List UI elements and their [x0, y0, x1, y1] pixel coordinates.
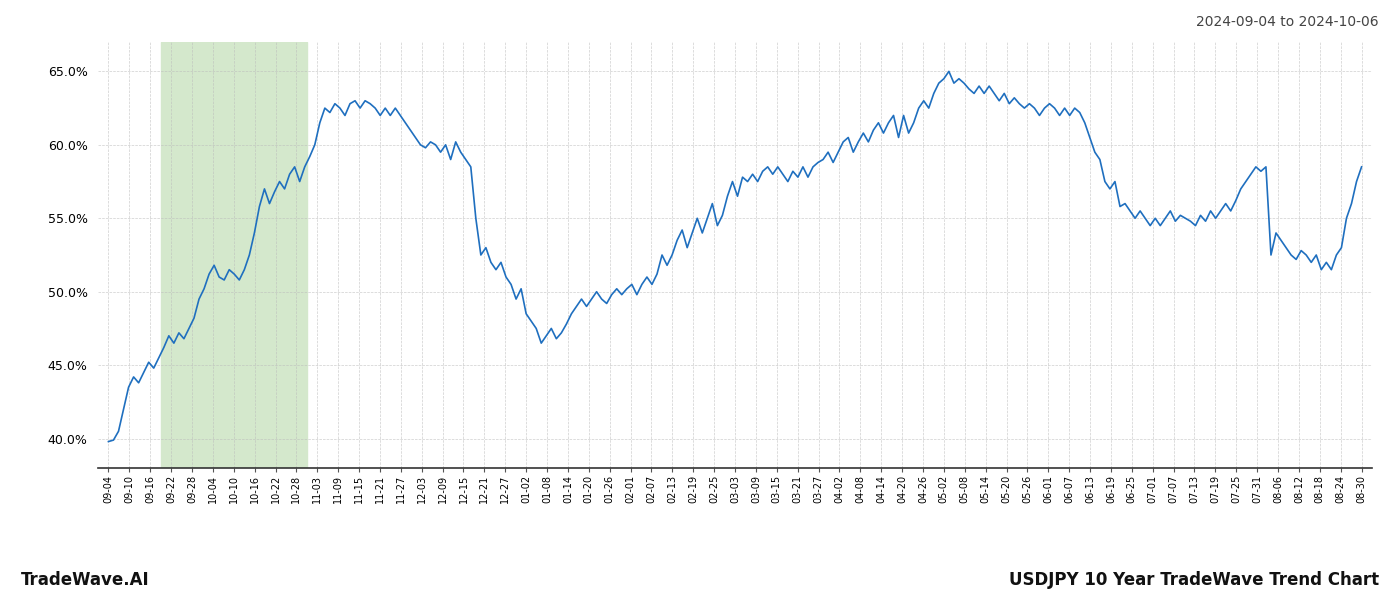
Text: USDJPY 10 Year TradeWave Trend Chart: USDJPY 10 Year TradeWave Trend Chart — [1009, 571, 1379, 589]
Bar — [161, 42, 307, 468]
Text: TradeWave.AI: TradeWave.AI — [21, 571, 150, 589]
Text: 2024-09-04 to 2024-10-06: 2024-09-04 to 2024-10-06 — [1197, 15, 1379, 29]
